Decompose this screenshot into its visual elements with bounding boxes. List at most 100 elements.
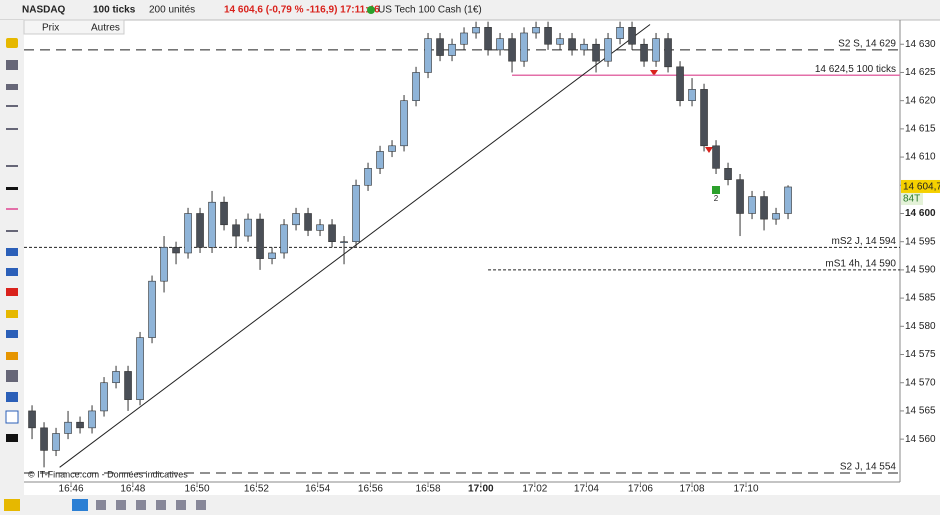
bottom-toolbar xyxy=(0,495,940,515)
y-tick-label: 14 575 xyxy=(905,349,936,360)
candle-body xyxy=(364,168,372,186)
y-tick-label: 14 600 xyxy=(905,208,936,219)
period[interactable]: 100 ticks xyxy=(93,5,136,16)
tab-bar xyxy=(23,19,125,35)
candle-body xyxy=(100,382,108,412)
tick-count-box xyxy=(901,192,923,205)
candle-body xyxy=(712,145,720,169)
instrument: US Tech 100 Cash (1€) xyxy=(378,5,482,16)
x-tick-label: 17:08 xyxy=(680,484,705,495)
candle-body xyxy=(556,38,564,45)
candle-body xyxy=(568,38,576,51)
candle-body xyxy=(412,72,420,101)
candle-body xyxy=(628,27,636,45)
y-tick-label: 14 625 xyxy=(905,67,936,78)
tab[interactable]: Prix xyxy=(42,23,59,34)
candle-body xyxy=(544,27,552,45)
candle-body xyxy=(304,213,312,231)
y-tick-label: 14 610 xyxy=(905,152,936,163)
candle-body xyxy=(616,27,624,39)
candle-body xyxy=(700,89,708,147)
candle-body xyxy=(472,27,480,34)
candle-body xyxy=(496,38,504,51)
x-tick-label: 16:54 xyxy=(305,484,330,495)
candle-body xyxy=(340,241,348,243)
x-tick-label: 17:10 xyxy=(734,484,759,495)
y-tick-label: 14 580 xyxy=(905,321,936,332)
candle-body xyxy=(400,100,408,147)
tab[interactable]: Autres xyxy=(91,23,120,34)
y-tick-label: 14 620 xyxy=(905,95,936,106)
candle-body xyxy=(220,201,228,226)
candle-body xyxy=(604,38,612,62)
y-tick-label: 14 595 xyxy=(905,236,936,247)
candle-body xyxy=(208,201,216,248)
candle-body xyxy=(676,66,684,101)
candle-body xyxy=(664,38,672,68)
top-bar xyxy=(0,0,940,20)
candle-body xyxy=(256,218,264,259)
x-tick-label: 16:52 xyxy=(244,484,269,495)
candle-body xyxy=(352,184,360,242)
candle-body xyxy=(652,38,660,62)
x-tick-label: 16:58 xyxy=(416,484,441,495)
candle-body xyxy=(28,410,36,429)
candle-body xyxy=(508,38,516,62)
candle-body xyxy=(724,168,732,180)
x-tick-label: 17:04 xyxy=(574,484,599,495)
candle-body xyxy=(124,371,132,400)
candle-body xyxy=(280,224,288,254)
candle-body xyxy=(292,213,300,226)
candle-body xyxy=(52,433,60,451)
candle-body xyxy=(436,38,444,56)
candle-body xyxy=(136,337,144,400)
candle-body xyxy=(748,196,756,214)
x-tick-label: 16:50 xyxy=(185,484,210,495)
symbol[interactable]: NASDAQ xyxy=(22,5,66,16)
y-tick-label: 14 585 xyxy=(905,293,936,304)
y-tick-label: 14 630 xyxy=(905,39,936,50)
level-label: mS2 J, 14 594 xyxy=(832,236,897,247)
candle-body xyxy=(388,145,396,152)
x-tick-label: 17:00 xyxy=(468,484,494,495)
candle-body xyxy=(520,32,528,62)
candle-body xyxy=(112,371,120,384)
x-tick-label: 16:48 xyxy=(120,484,145,495)
x-tick-label: 17:02 xyxy=(522,484,547,495)
candle-body xyxy=(640,43,648,62)
candle-body xyxy=(88,410,96,429)
y-tick-label: 14 565 xyxy=(905,406,936,417)
y-tick-label: 14 615 xyxy=(905,124,936,135)
candle-body xyxy=(688,89,696,101)
candle-body xyxy=(148,280,156,338)
units[interactable]: 200 unités xyxy=(149,5,195,16)
candle-body xyxy=(424,38,432,73)
candle-body xyxy=(736,179,744,214)
x-tick-label: 16:56 xyxy=(358,484,383,495)
candle-body xyxy=(484,27,492,51)
candle-body xyxy=(784,186,792,214)
quote: 14 604,6 (-0,79 % -116,9) 17:11:46 xyxy=(224,5,380,16)
x-tick-label: 17:06 xyxy=(628,484,653,495)
tool-icons[interactable] xyxy=(5,38,19,442)
level-label: S2 S, 14 629 xyxy=(838,39,896,50)
bottom-icons[interactable] xyxy=(4,499,206,511)
copyright: © IT-Finance.com - Données indicatives xyxy=(28,469,188,479)
candle-body xyxy=(184,213,192,254)
last-price-box xyxy=(901,179,940,193)
status-dot xyxy=(367,6,375,14)
y-tick-label: 14 560 xyxy=(905,434,936,445)
level-label: mS1 4h, 14 590 xyxy=(825,259,896,270)
candle-body xyxy=(460,32,468,45)
signal-label: 2 xyxy=(714,194,719,203)
last-price: 14 604,7 xyxy=(903,182,940,193)
x-tick-label: 16:46 xyxy=(59,484,84,495)
candle-body xyxy=(232,224,240,237)
y-tick-label: 14 570 xyxy=(905,377,936,388)
level-label: 14 624,5 100 ticks xyxy=(815,64,896,75)
candle-body xyxy=(76,421,84,429)
candle-body xyxy=(160,247,168,282)
candle-body xyxy=(328,224,336,242)
